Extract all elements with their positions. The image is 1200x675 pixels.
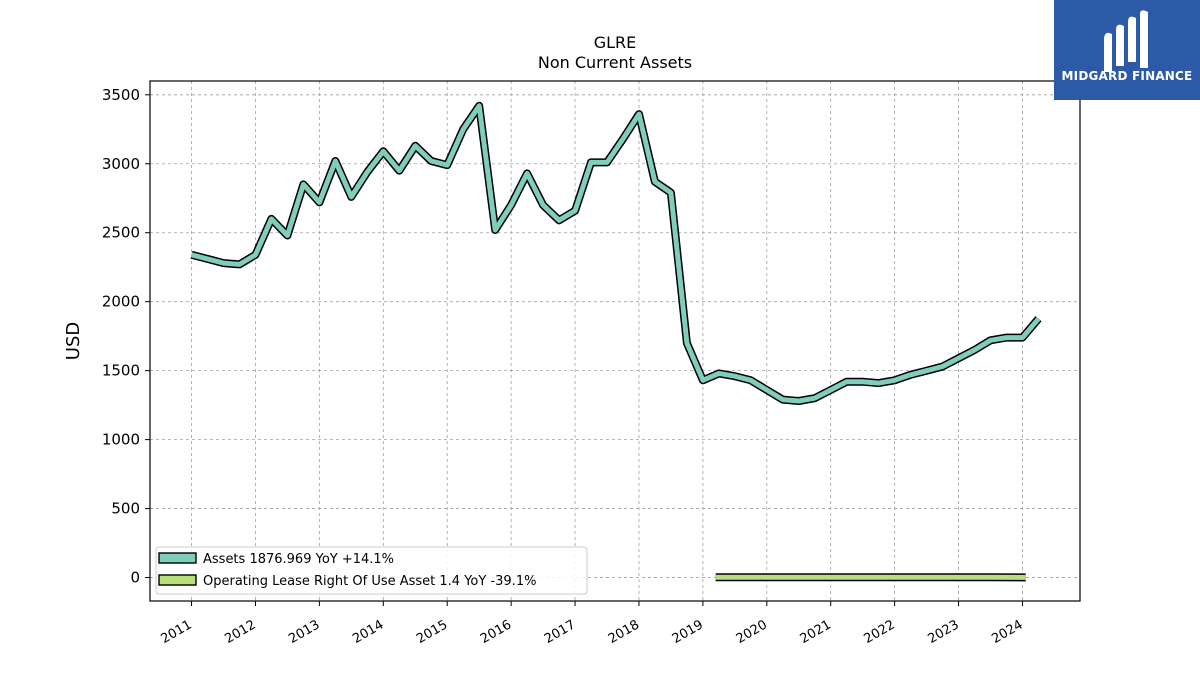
x-axis: 2011 2012 2013 2014 2015 2016 2017 2018 2019 2020… [158,601,1026,647]
x-tick-label: 2018 [606,617,642,647]
legend-swatch-assets [158,552,197,564]
y-tick-label: 1000 [102,431,140,449]
chart-subtitle: Non Current Assets [538,53,692,72]
x-tick-label: 2020 [734,617,770,647]
x-tick-label: 2013 [286,617,322,647]
y-axis-label: USD [63,322,84,360]
legend-label-assets: Assets 1876.969 YoY +14.1% [203,552,394,567]
y-tick-label: 500 [111,500,140,518]
y-tick-label: 2500 [102,224,140,242]
x-tick-label: 2024 [989,617,1025,647]
x-tick-label: 2017 [542,617,578,647]
y-tick-label: 1500 [102,362,140,380]
legend-swatch-lease [158,574,197,586]
series-0 [190,101,1042,405]
x-tick-label: 2022 [862,617,898,647]
midgard-finance-logo: MIDGARD FINANCE [1054,0,1200,100]
logo-text: MIDGARD FINANCE [1061,69,1193,83]
legend-box [155,546,588,595]
series-layer [190,101,1042,582]
y-tick-label: 3500 [102,86,140,104]
y-axis: 0 500 1000 1500 2000 2500 3000 3500 [102,86,150,587]
series-line-0 [190,103,1041,404]
x-tick-label: 2015 [414,617,450,647]
y-tick-label: 0 [130,569,140,587]
grid [150,81,1080,601]
y-tick-label: 2000 [102,293,140,311]
logo-mark-icon [1104,10,1148,72]
legend: Assets 1876.969 YoY +14.1% Operating Lea… [155,546,588,595]
x-tick-label: 2021 [798,617,834,647]
x-tick-label: 2019 [670,617,706,647]
plot-frame [149,80,1081,602]
x-tick-label: 2014 [350,617,386,647]
chart-title: GLRE [594,33,637,52]
y-tick-label: 3000 [102,155,140,173]
x-tick-label: 2011 [158,617,194,647]
x-tick-label: 2012 [222,617,258,647]
legend-label-lease: Operating Lease Right Of Use Asset 1.4 Y… [203,574,536,589]
x-tick-label: 2023 [925,617,961,647]
x-tick-label: 2016 [478,617,514,647]
